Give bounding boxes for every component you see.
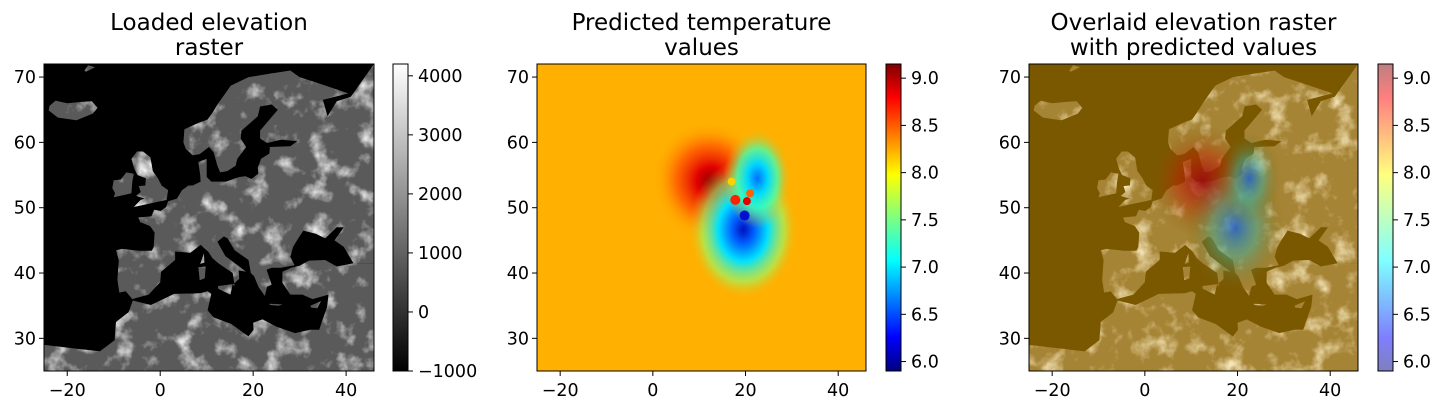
colorbar-tick-label: 9.0 [911,69,939,89]
panel-3: −20 0 20 40 30 40 50 60 70 Overlaid elevation ras… [999,10,1431,401]
axes-frame [1028,63,1359,372]
y-tick-label: 30 [14,329,36,349]
x-tick-label: 0 [647,381,658,401]
y-tick-label: 30 [999,329,1021,349]
colorbar-tick-label: 1000 [418,244,463,264]
y-tick-label: 40 [507,264,529,284]
x-tick-label: 20 [734,381,756,401]
field-feature [727,177,736,186]
y-tick-label: 50 [14,199,36,219]
x-tick-label: −20 [542,381,579,401]
chart-title: Overlaid elevation raster [1050,10,1337,36]
colorbar-tick-label: 7.5 [1403,211,1431,231]
axes-frame [43,63,375,372]
x-tick-label: 0 [1139,381,1150,401]
chart-title: with predicted values [1070,35,1317,61]
colorbar-tick-label: 6.5 [911,305,939,325]
y-tick-label: 70 [507,68,529,88]
axes-frame [536,63,867,372]
y-tick-label: 40 [14,264,36,284]
plot-area [44,64,374,371]
colorbar [885,63,902,372]
field-feature [742,197,751,206]
y-tick-label: 60 [507,133,529,153]
y-tick-label: 70 [999,68,1021,88]
colorbar-tick-label: 0 [418,303,429,323]
y-tick-label: 50 [507,199,529,219]
x-tick-label: 20 [242,381,264,401]
x-tick-label: 20 [1226,381,1248,401]
field-feature [730,194,741,205]
field-feature [739,210,750,221]
cool-lobe-east [1217,132,1282,225]
colorbar-tick-label: 8.5 [911,116,939,136]
chart-title: raster [175,35,244,61]
colorbar-tick-label: 3000 [418,126,463,146]
x-tick-label: 40 [1319,381,1341,401]
colorbar-tick-label: 8.0 [911,164,939,184]
cool-lobe-east [723,128,792,229]
field-feature [746,189,755,198]
panel-2: −20 0 20 40 30 40 50 60 70 Predicted temperaturev… [507,10,939,401]
colorbar-tick-label: 6.0 [1403,353,1431,373]
plot-area [537,64,866,371]
y-tick-label: 60 [999,133,1021,153]
y-tick-label: 40 [999,264,1021,284]
colorbar-tick-label: 7.0 [1403,258,1431,278]
chart-title: values [664,35,739,61]
x-tick-label: −20 [1034,381,1071,401]
y-tick-label: 50 [999,199,1021,219]
colorbar-tick-label: −1000 [418,362,477,382]
x-tick-label: −20 [49,381,86,401]
chart-title: Loaded elevation [110,10,308,36]
colorbar-tick-label: 2000 [418,185,463,205]
panel-1: −20 0 20 40 30 40 50 60 70 Loaded elevationraster… [14,10,477,401]
x-tick-label: 40 [827,381,849,401]
colorbar-tick-label: 6.0 [911,353,939,373]
x-tick-label: 40 [335,381,357,401]
colorbar [1377,63,1394,372]
y-tick-label: 60 [14,133,36,153]
colorbar-tick-label: 6.5 [1403,305,1431,325]
colorbar-tick-label: 4000 [418,67,463,87]
colorbar-tick-label: 8.5 [1403,116,1431,136]
y-tick-label: 30 [507,329,529,349]
colorbar-tick-label: 7.5 [911,211,939,231]
plot-area [1029,64,1358,371]
colorbar-tick-label: 8.0 [1403,164,1431,184]
colorbar-tick-label: 9.0 [1403,69,1431,89]
x-tick-label: 0 [155,381,166,401]
colorbar-tick-label: 7.0 [911,258,939,278]
y-tick-label: 70 [14,68,36,88]
chart-title: Predicted temperature [572,10,832,36]
colorbar [392,63,409,372]
